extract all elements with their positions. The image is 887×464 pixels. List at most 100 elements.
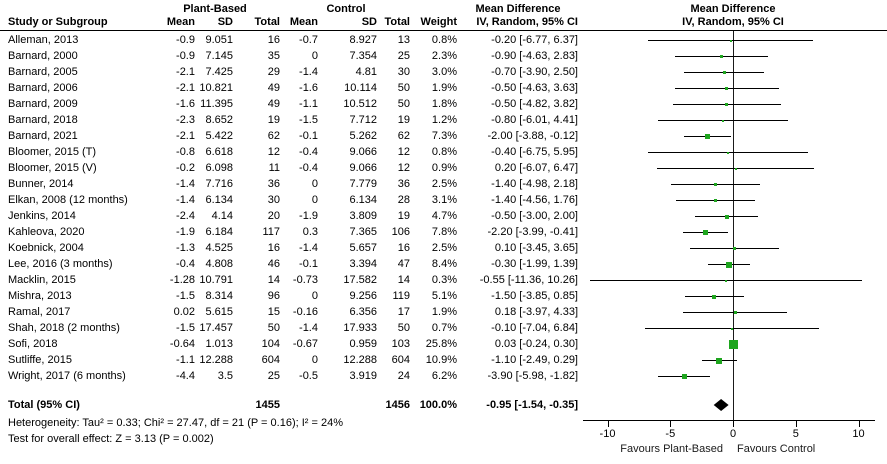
favours-right-label: Favours Control [737, 443, 816, 455]
study-name: Kahleova, 2020 [8, 226, 85, 238]
c-total: 12 [397, 162, 410, 174]
c-sd: 5.262 [349, 130, 377, 142]
c-total: 119 [392, 290, 410, 302]
total-c-n: 1456 [385, 399, 410, 411]
weight: 2.3% [431, 50, 457, 62]
column-header-pb-sd: SD [217, 16, 233, 28]
pb-mean: -1.4 [176, 178, 195, 190]
ci-text: -2.00 [-3.88, -0.12] [487, 130, 579, 142]
pb-sd: 5.615 [205, 306, 233, 318]
ci-text: -0.90 [-4.63, 2.83] [491, 50, 578, 62]
axis-tick [795, 421, 797, 427]
study-row: Koebnick, 2004 -1.3 4.525 16 -1.4 5.657 16 2.5%… [0, 240, 887, 256]
c-mean: 0 [311, 50, 318, 62]
heterogeneity-note: Heterogeneity: Tau² = 0.33; Chi² = 27.47… [8, 417, 343, 429]
effect-square [713, 199, 717, 202]
study-name: Barnard, 2018 [8, 114, 78, 126]
ci-text: -0.55 [-11.36, 10.26] [479, 274, 578, 286]
weight: 0.7% [431, 322, 457, 334]
weight: 6.2% [431, 370, 457, 382]
pb-mean: -2.3 [176, 114, 195, 126]
ci-text: -0.40 [-6.75, 5.95] [491, 146, 578, 158]
c-sd: 17.582 [343, 274, 377, 286]
pb-total: 15 [267, 306, 280, 318]
weight: 1.8% [431, 98, 457, 110]
pb-total: 25 [267, 370, 280, 382]
pb-mean: -1.6 [176, 98, 195, 110]
study-row: Barnard, 2006 -2.1 10.821 49 -1.6 10.114 50 1.9… [0, 80, 887, 96]
weight: 0.8% [431, 34, 457, 46]
c-mean: 0 [311, 290, 318, 302]
pb-total: 16 [267, 242, 280, 254]
c-mean: 0.3 [302, 226, 318, 238]
c-mean: 0 [311, 194, 318, 206]
weight: 0.9% [431, 162, 457, 174]
ci-text: 0.18 [-3.97, 4.33] [494, 306, 578, 318]
c-total: 28 [397, 194, 410, 206]
c-sd: 10.114 [344, 82, 377, 94]
pb-total: 50 [267, 322, 280, 334]
pb-total: 117 [262, 226, 280, 238]
pb-mean: -1.5 [176, 290, 195, 302]
study-name: Barnard, 2021 [8, 130, 78, 142]
study-row: Jenkins, 2014 -2.4 4.14 20 -1.9 3.809 19 4.7% -0… [0, 208, 887, 224]
ci-text: -3.90 [-5.98, -1.82] [487, 370, 579, 382]
c-total: 19 [397, 210, 410, 222]
c-total: 30 [397, 66, 410, 78]
mean-difference-text-header: Mean Difference [475, 3, 561, 15]
pb-mean: 0.02 [173, 306, 195, 318]
pb-sd: 8.652 [205, 114, 233, 126]
total-pb-n: 1455 [255, 399, 280, 411]
axis-tick-label: -5 [665, 428, 676, 440]
pb-sd: 6.184 [205, 226, 233, 238]
zero-effect-line [733, 31, 734, 421]
c-total: 36 [397, 178, 410, 190]
ci-text: -1.40 [-4.56, 1.76] [491, 194, 578, 206]
study-name: Wright, 2017 (6 months) [8, 370, 126, 382]
c-sd: 7.365 [349, 226, 377, 238]
study-name: Barnard, 2005 [8, 66, 78, 78]
c-total: 604 [391, 354, 410, 366]
study-name: Bunner, 2014 [8, 178, 74, 190]
pb-total: 35 [267, 50, 280, 62]
study-row: Sofi, 2018 -0.64 1.013 104 -0.67 0.959 103 25.8… [0, 336, 887, 352]
c-total: 50 [397, 322, 410, 334]
weight: 0.8% [431, 146, 457, 158]
pb-sd: 11.395 [200, 98, 233, 110]
study-name: Alleman, 2013 [8, 34, 79, 46]
c-mean: -1.4 [299, 66, 318, 78]
effect-square [734, 167, 737, 170]
overall-effect-note: Test for overall effect: Z = 3.13 (P = 0… [8, 433, 214, 445]
axis-tick [858, 421, 860, 427]
c-mean: -0.4 [299, 146, 318, 158]
c-sd: 0.959 [349, 338, 377, 350]
ci-text: -2.20 [-3.99, -0.41] [487, 226, 579, 238]
pb-mean: -4.4 [176, 370, 195, 382]
study-row: Barnard, 2009 -1.6 11.395 49 -1.1 10.512 50 1.8… [0, 96, 887, 112]
pb-sd: 5.422 [205, 130, 233, 142]
pb-sd: 6.098 [205, 162, 233, 174]
pb-mean: -0.2 [176, 162, 195, 174]
axis-tick [733, 421, 734, 427]
c-mean: -0.67 [292, 338, 318, 350]
c-mean: 0 [311, 354, 318, 366]
ci-text: -0.20 [-6.77, 6.37] [491, 34, 578, 46]
mean-difference-plot-header: Mean Difference [690, 3, 776, 15]
pb-sd: 1.013 [205, 338, 233, 350]
group2-header: Control [326, 3, 366, 15]
c-total: 17 [397, 306, 410, 318]
study-name: Bloomer, 2015 (V) [8, 162, 97, 174]
effect-square [733, 311, 737, 314]
pb-total: 14 [267, 274, 280, 286]
weight: 25.8% [425, 338, 457, 350]
ci-text: -0.30 [-1.99, 1.39] [491, 258, 578, 270]
effect-square [722, 71, 726, 74]
weight: 3.1% [431, 194, 457, 206]
study-row: Bloomer, 2015 (V) -0.2 6.098 11 -0.4 9.066 12 0… [0, 160, 887, 176]
weight: 8.4% [431, 258, 457, 270]
c-sd: 7.779 [349, 178, 377, 190]
c-mean: -0.1 [299, 130, 318, 142]
study-name: Lee, 2016 (3 months) [8, 258, 113, 270]
effect-square [730, 327, 733, 330]
study-name: Jenkins, 2014 [8, 210, 76, 222]
